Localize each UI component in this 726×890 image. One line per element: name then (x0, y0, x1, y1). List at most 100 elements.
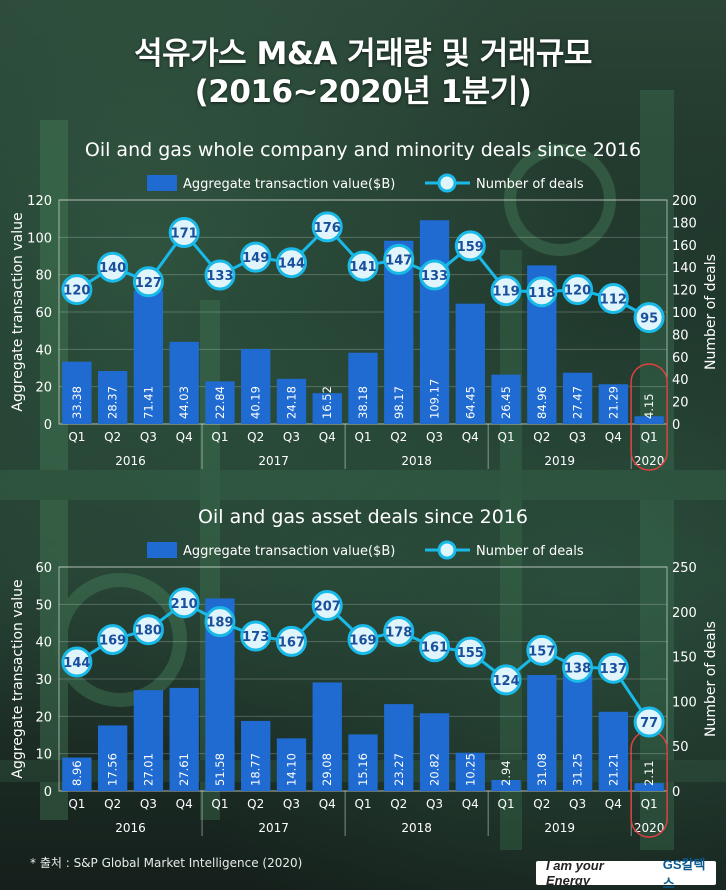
x-tick-label: Q1 (68, 430, 85, 444)
x-tick-label: Q2 (533, 430, 550, 444)
y-tick-label: 10 (35, 748, 52, 763)
deals-marker (204, 259, 236, 291)
x-tick-label: Q3 (283, 797, 300, 811)
x-tick-label: Q2 (533, 797, 550, 811)
source-note: * 출처 : S&P Global Market Intelligence (2… (30, 856, 303, 870)
year-label: 2016 (115, 821, 146, 835)
deals-value-label: 144 (278, 257, 305, 272)
deals-marker (490, 275, 522, 307)
deals-value-label: 173 (242, 630, 269, 645)
bar-value-label: 18.77 (249, 753, 263, 786)
deals-value-label: 149 (242, 251, 269, 266)
bar (491, 780, 521, 791)
deals-marker (419, 259, 451, 291)
brand-logo: I am your Energy GS칼텍스 (536, 857, 716, 890)
x-tick-label: Q1 (211, 430, 228, 444)
bar-value-label: 29.08 (320, 753, 334, 786)
bar-value-label: 27.61 (177, 753, 191, 786)
logo-brand: GS칼텍스 (662, 857, 706, 890)
bar-value-label: 27.01 (141, 753, 155, 786)
y2-tick-label: 80 (672, 328, 689, 343)
deals-marker (633, 706, 665, 738)
year-label: 2019 (544, 821, 575, 835)
bar (634, 416, 664, 424)
y2-tick-label: 100 (672, 695, 697, 710)
bar-value-label: 14.10 (284, 753, 298, 786)
y2-axis-title: Number of deals (703, 254, 719, 370)
year-label: 2017 (258, 821, 289, 835)
x-tick-label: Q2 (390, 797, 407, 811)
deals-value-label: 169 (349, 634, 376, 649)
x-tick-label: Q3 (426, 430, 443, 444)
bar-value-label: 21.29 (606, 386, 620, 419)
y2-tick-label: 100 (672, 306, 697, 321)
bar (312, 393, 342, 424)
bar (97, 371, 128, 424)
bar (562, 674, 593, 791)
bar-value-label: 26.45 (499, 386, 513, 419)
deals-value-label: 159 (457, 240, 484, 255)
deals-marker (311, 211, 343, 243)
y2-tick-label: 140 (672, 261, 697, 276)
deals-marker (240, 620, 272, 652)
x-tick-label: Q1 (68, 797, 85, 811)
x-tick-label: Q4 (605, 430, 622, 444)
bar (169, 687, 199, 791)
deals-marker (132, 614, 164, 646)
x-tick-label: Q3 (569, 430, 586, 444)
legend-bar-label: Aggregate transaction value($B) (183, 544, 395, 559)
bar (384, 704, 414, 791)
main-title-line-2: (2016~2020년 1분기) (194, 74, 532, 110)
bar (133, 690, 164, 791)
legend-marker-swatch (437, 540, 457, 560)
deals-marker (347, 624, 379, 656)
bar-value-label: 15.16 (356, 753, 370, 786)
deals-marker (97, 624, 129, 656)
bar (348, 352, 378, 424)
deals-value-label: 180 (135, 624, 162, 639)
year-label: 2017 (258, 454, 289, 468)
bar (276, 378, 307, 424)
bar-value-label: 20.82 (428, 753, 442, 786)
y-tick-label: 120 (27, 194, 52, 209)
year-label: 2020 (634, 821, 665, 835)
deals-value-label: 141 (349, 260, 376, 275)
deals-marker (454, 230, 486, 262)
bar-value-label: 10.25 (463, 753, 477, 786)
bar (419, 713, 450, 791)
deals-value-label: 112 (600, 293, 627, 308)
x-tick-label: Q3 (283, 430, 300, 444)
y2-tick-label: 250 (672, 561, 697, 576)
x-tick-label: Q4 (176, 430, 193, 444)
x-tick-label: Q3 (140, 797, 157, 811)
deals-value-label: 207 (314, 600, 341, 615)
bar-value-label: 98.17 (392, 386, 406, 419)
bar-value-label: 2.94 (499, 760, 513, 786)
deals-value-label: 119 (492, 285, 519, 300)
bar (598, 384, 629, 424)
x-tick-label: Q3 (426, 797, 443, 811)
x-tick-label: Q2 (104, 430, 121, 444)
deals-marker (204, 606, 236, 638)
bar-value-label: 44.03 (177, 386, 191, 419)
deals-value-label: 169 (99, 634, 126, 649)
bar (598, 711, 629, 791)
chart-1-whole-company-deals: Aggregate transaction value($B) Number of… (10, 173, 719, 471)
deals-marker (240, 241, 272, 273)
bar-value-label: 84.96 (535, 386, 549, 419)
deals-marker (383, 616, 415, 648)
y2-tick-label: 50 (672, 740, 689, 755)
deals-value-label: 118 (528, 286, 555, 301)
x-tick-label: Q3 (569, 797, 586, 811)
deals-marker (97, 251, 129, 283)
deals-marker (562, 274, 594, 306)
legend-bar-swatch (147, 542, 177, 558)
deals-marker (347, 250, 379, 282)
deals-value-label: 120 (564, 284, 591, 299)
bar (562, 372, 593, 424)
deals-marker (633, 302, 665, 334)
bar (62, 361, 92, 424)
bar (455, 303, 485, 424)
x-tick-label: Q3 (140, 430, 157, 444)
bar (419, 220, 450, 424)
